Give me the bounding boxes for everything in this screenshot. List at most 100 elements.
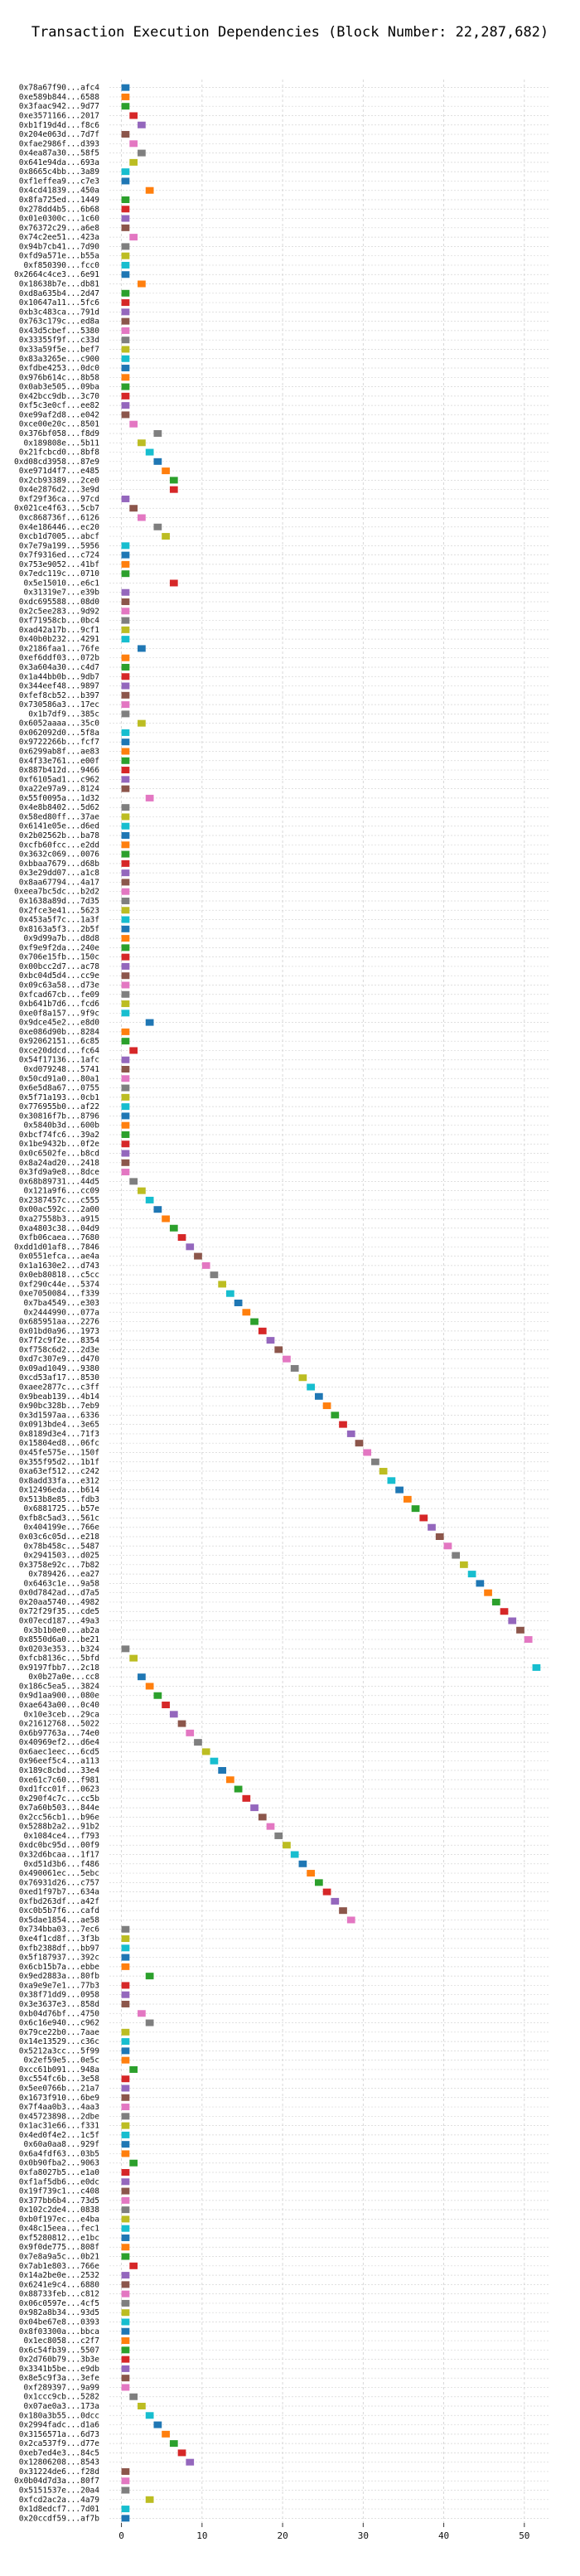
transaction-label: 0x641e94da...693a	[19, 158, 99, 167]
transaction-label: 0x09ad1049...9380	[19, 1364, 100, 1373]
transaction-label: 0x186c5ea5...3824	[19, 1682, 100, 1691]
execution-bar	[121, 2281, 130, 2288]
execution-bar	[162, 467, 170, 475]
execution-bar	[121, 2196, 130, 2204]
transaction-label: 0x2cb93389...2ce0	[19, 476, 100, 485]
execution-bar	[177, 1234, 186, 1242]
execution-bar	[121, 2477, 130, 2485]
x-tick-label: 40	[438, 2530, 449, 2541]
transaction-label: 0xb04d76bf...4750	[19, 2009, 100, 2018]
execution-bar	[121, 729, 130, 736]
transaction-label: 0x2fce3e41...5623	[19, 906, 99, 915]
execution-bar	[395, 1486, 404, 1494]
x-tick-label: 30	[358, 2530, 369, 2541]
execution-bar	[121, 1010, 130, 1017]
execution-bar	[121, 888, 130, 895]
execution-bar	[121, 1066, 130, 1073]
transaction-label: 0x6881725...b57e	[23, 1504, 99, 1513]
execution-bar	[153, 523, 162, 530]
transaction-label: 0x14a2be0e...2532	[19, 2271, 99, 2280]
transaction-label: 0x78a67f90...afc4	[19, 84, 100, 93]
transaction-label: 0x2941503...d025	[23, 1552, 99, 1561]
execution-bar	[169, 477, 178, 484]
execution-bar	[121, 907, 130, 914]
transaction-label: 0xf29f36ca...97cd	[19, 495, 99, 504]
execution-bar	[363, 1449, 372, 1456]
transaction-label: 0x2ca537f9...d77e	[19, 2439, 100, 2448]
execution-bar	[121, 168, 130, 176]
transaction-label: 0x12806208...8543	[19, 2458, 99, 2467]
execution-bar	[129, 505, 138, 512]
transaction-label: 0x4f33e761...e00f	[19, 757, 99, 766]
transaction-label: 0xc868736f...6126	[19, 514, 100, 523]
execution-bar	[121, 551, 130, 559]
transaction-label: 0x344eef48...9897	[19, 682, 99, 691]
execution-bar	[169, 486, 178, 493]
execution-bar	[169, 1224, 178, 1232]
transaction-label: 0xfb8c5ad3...561c	[19, 1513, 99, 1523]
transaction-label: 0x4e2876d2...3e9d	[19, 486, 99, 495]
transaction-label: 0xfd9a571e...b55a	[19, 252, 99, 261]
execution-bar	[121, 2150, 130, 2157]
execution-bar	[331, 1897, 340, 1905]
execution-bar	[121, 2356, 130, 2363]
execution-bar	[121, 953, 130, 961]
x-tick-label: 10	[196, 2530, 207, 2541]
execution-bar	[129, 234, 138, 241]
transaction-label: 0xf1af5db6...e0dc	[19, 2177, 99, 2186]
transaction-label: 0x404199e...766e	[23, 1523, 99, 1533]
transaction-label: 0xd51d3b6...f486	[23, 1860, 99, 1869]
transaction-label: 0x2ef59e5...0e5c	[23, 2056, 99, 2065]
execution-bars	[121, 84, 541, 2522]
transaction-label: 0xcb1d7005...abcf	[19, 532, 99, 541]
transaction-label: 0x7ba4549...e303	[23, 1299, 99, 1308]
transaction-label: 0xcc61b091...948a	[19, 2065, 99, 2075]
transaction-label: 0x2387457c...c555	[19, 1196, 99, 1205]
execution-bar	[121, 2515, 130, 2522]
execution-bar	[121, 2506, 130, 2513]
execution-bar	[121, 2318, 130, 2326]
transaction-label: 0x6aec1eec...6cd5	[19, 1747, 99, 1756]
execution-bar	[121, 776, 130, 783]
execution-bar	[121, 308, 130, 316]
transaction-label: 0x7ab1e803...766e	[19, 2262, 100, 2271]
execution-bar	[121, 682, 130, 690]
execution-bar	[121, 962, 130, 970]
execution-bar	[121, 215, 130, 222]
transaction-label: 0xaee2877c...c3ff	[19, 1383, 99, 1392]
transaction-label: 0xfcb8136c...5bfd	[19, 1654, 99, 1663]
execution-bar	[121, 1056, 130, 1063]
transaction-label: 0x0b27a0e...cc8	[28, 1673, 99, 1682]
execution-bar	[121, 691, 130, 699]
transaction-label: 0x290f4c7c...cc5b	[19, 1794, 100, 1804]
execution-bar	[186, 1243, 195, 1251]
transaction-label: 0xd08cd3958...87e9	[14, 458, 99, 467]
transaction-label: 0x5e15010...e6c1	[23, 579, 99, 588]
execution-bar	[121, 299, 130, 307]
transaction-label: 0x0ab3e505...09ba	[19, 383, 99, 392]
execution-bar	[121, 2215, 130, 2223]
execution-bar	[121, 2290, 130, 2298]
transaction-label: 0x4cd41839...450a	[19, 186, 99, 196]
transaction-label: 0x6c54fb39...5507	[19, 2346, 99, 2355]
transaction-label: 0x3faac942...9d77	[19, 102, 99, 111]
transaction-label: 0x4e186446...ec20	[19, 523, 100, 532]
execution-bar	[121, 608, 130, 615]
execution-bar	[121, 2187, 130, 2195]
execution-bar	[121, 337, 130, 344]
execution-bar	[121, 1028, 130, 1035]
execution-bar	[201, 1261, 210, 1269]
execution-bar	[121, 822, 130, 830]
execution-bar	[322, 1888, 331, 1896]
execution-bar	[121, 598, 130, 606]
execution-bar	[121, 346, 130, 353]
transaction-label: 0x21fcbcd0...8bf8	[19, 448, 100, 458]
execution-bar	[476, 1580, 485, 1587]
execution-bar	[162, 2430, 170, 2438]
transaction-label: 0x3b1b0e0...ab2a	[23, 1626, 99, 1635]
execution-bar	[129, 1178, 138, 1185]
transaction-label: 0x6cb15b7a...ebbe	[19, 1963, 100, 1972]
transaction-label: 0x753e9052...41bf	[19, 560, 99, 569]
transaction-label: 0xf71958cb...0bc4	[19, 617, 100, 626]
execution-bar	[234, 1300, 243, 1306]
